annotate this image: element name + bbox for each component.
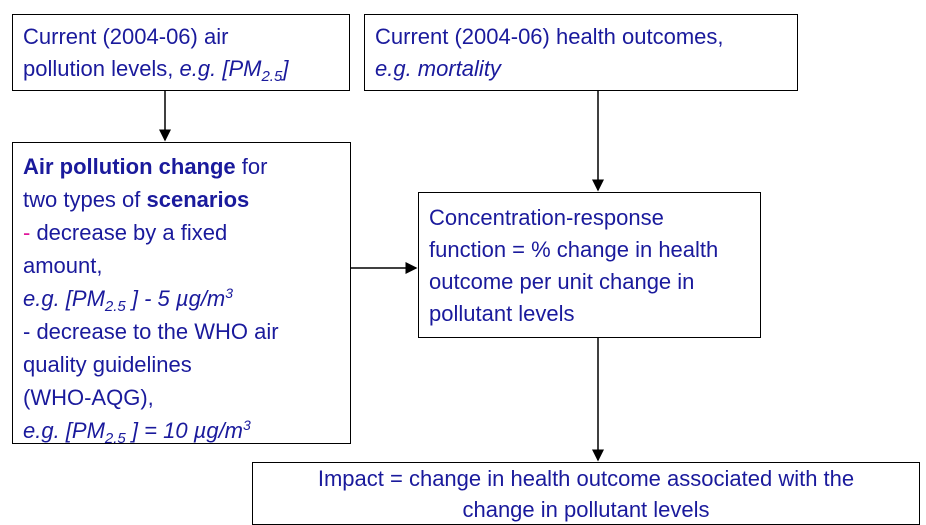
- text-line: - decrease to the WHO air: [23, 315, 340, 348]
- text-line: outcome per unit change in: [429, 266, 750, 298]
- text: amount,: [23, 253, 103, 278]
- text-line: function = % change in health: [429, 234, 750, 266]
- text-line: amount,: [23, 249, 340, 282]
- text: e.g. [PM: [23, 286, 105, 311]
- text: ] = 10 µg/m: [125, 418, 244, 443]
- text: -: [23, 220, 31, 245]
- text: e.g. mortality: [375, 56, 501, 81]
- text: quality guidelines: [23, 352, 192, 377]
- node: Impact = change in health outcome associ…: [252, 462, 920, 525]
- text-line: Air pollution change for: [23, 150, 340, 183]
- text: scenarios: [146, 187, 250, 212]
- text-line: e.g. [PM2.5 ] = 10 µg/m3: [23, 414, 340, 447]
- text: 2.5: [104, 298, 126, 315]
- text: 3: [225, 285, 234, 301]
- text-line: two types of scenarios: [23, 183, 340, 216]
- text: e.g. [PM: [179, 56, 262, 81]
- node: Concentration-response function = % chan…: [418, 192, 761, 338]
- text-line: - decrease by a fixed: [23, 216, 340, 249]
- text: 2.5: [104, 430, 126, 447]
- text: e.g. [PM: [23, 418, 105, 443]
- text: for: [235, 154, 268, 179]
- text: ] - 5 µg/m: [125, 286, 226, 311]
- text: ]: [282, 56, 289, 81]
- text: decrease by a fixed: [30, 220, 228, 245]
- text-line: Current (2004-06) health outcomes,: [375, 21, 787, 53]
- node: Current (2004-06) health outcomes, e.g. …: [364, 14, 798, 91]
- text: Current (2004-06) health outcomes,: [375, 24, 724, 49]
- text-line: Impact = change in health outcome associ…: [263, 463, 909, 494]
- text: pollutant levels: [429, 301, 575, 326]
- text-line: Current (2004-06) air: [23, 21, 339, 53]
- text: - decrease to the WHO air: [23, 319, 279, 344]
- text: Current (2004-06) air: [23, 24, 229, 49]
- text-line: e.g. [PM2.5 ] - 5 µg/m3: [23, 282, 340, 315]
- text: 2.5: [261, 68, 283, 85]
- text-line: pollutant levels: [429, 298, 750, 330]
- text: (WHO-AQG),: [23, 385, 154, 410]
- text: pollution levels,: [23, 56, 180, 81]
- text: change in pollutant levels: [462, 497, 710, 522]
- text-line: pollution levels, e.g. [PM2.5]: [23, 53, 339, 85]
- node: Air pollution change for two types of sc…: [12, 142, 351, 447]
- text: Concentration-response: [429, 205, 664, 230]
- text: Air pollution change: [23, 154, 236, 179]
- text-line: change in pollutant levels: [263, 494, 909, 525]
- text-line: quality guidelines: [23, 348, 340, 381]
- text-line: e.g. mortality: [375, 53, 787, 85]
- text: outcome per unit change in: [429, 269, 695, 294]
- text-line: (WHO-AQG),: [23, 381, 340, 414]
- text: 3: [243, 417, 251, 433]
- text: Impact = change in health outcome associ…: [317, 466, 855, 491]
- text: function = % change in health: [429, 237, 719, 262]
- text-line: Concentration-response: [429, 202, 750, 234]
- node: Current (2004-06) air pollution levels, …: [12, 14, 350, 91]
- text: two types of: [23, 187, 147, 212]
